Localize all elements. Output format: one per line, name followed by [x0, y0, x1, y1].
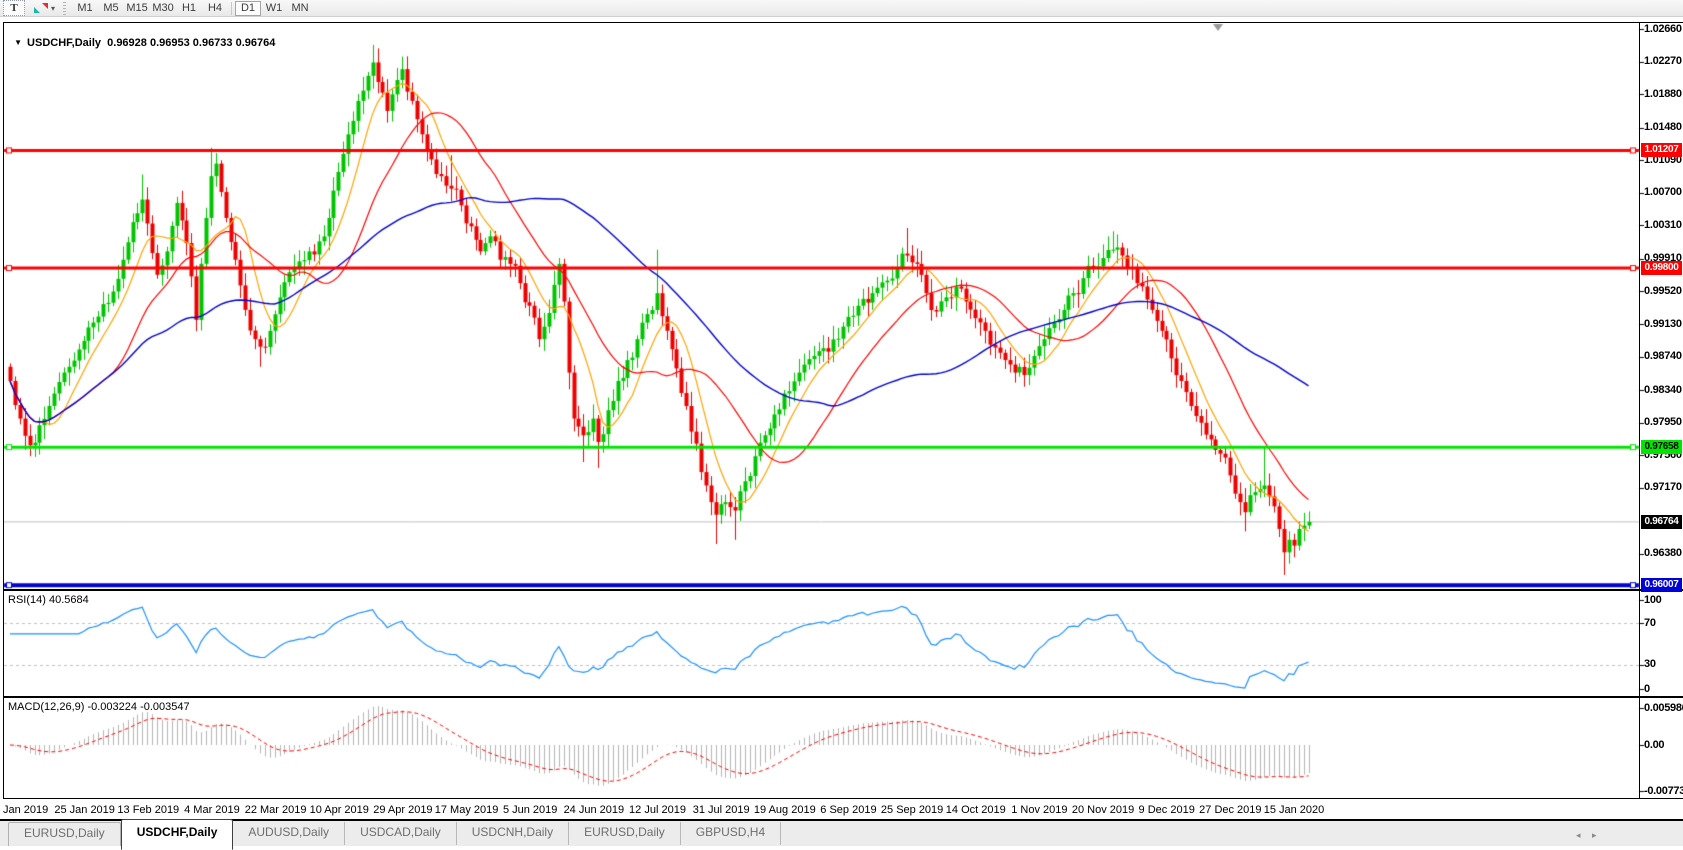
price-tick-label: 1.00700 [1644, 186, 1682, 199]
price-tick-label: 1.00310 [1644, 218, 1682, 231]
tab-audusd-daily[interactable]: AUDUSD,Daily [233, 822, 346, 845]
rsi-indicator-label: RSI(14) 40.5684 [8, 594, 89, 606]
chart-frame-left [3, 22, 4, 799]
macd-axis-label: 0.005986 [1644, 701, 1683, 714]
resistance-lower-price-tag[interactable]: 0.99800 [1641, 261, 1682, 276]
tab-gbpusd-h4[interactable]: GBPUSD,H4 [681, 822, 782, 845]
date-label: 17 May 2019 [434, 804, 499, 816]
date-label: 22 Mar 2019 [244, 804, 307, 816]
price-tick-label: 1.02660 [1644, 22, 1682, 35]
support-green-price-tag[interactable]: 0.97658 [1641, 440, 1682, 455]
date-label: 4 Mar 2019 [184, 804, 240, 816]
date-label: 9 Dec 2019 [1138, 804, 1195, 816]
date-label: 1 Nov 2019 [1011, 804, 1068, 816]
tabbar-top-border [0, 819, 1683, 821]
date-label: 25 Sep 2019 [880, 804, 944, 816]
rsi-axis-label: 30 [1644, 658, 1656, 671]
rsi-axis-label: 0 [1644, 682, 1650, 695]
price-tick-label: 1.02270 [1644, 55, 1682, 68]
collapse-triangle-icon[interactable]: ▼ [14, 38, 23, 47]
chart-title[interactable]: ▼ USDCHF,Daily 0.96928 0.96953 0.96733 0.… [8, 25, 275, 49]
date-label: 29 Apr 2019 [373, 804, 433, 816]
date-label: 6 Sep 2019 [820, 804, 877, 816]
support-blue-price-tag[interactable]: 0.96007 [1641, 578, 1682, 593]
chart-ohlc-values: 0.96928 0.96953 0.96733 0.96764 [107, 37, 276, 49]
tab-usdchf-daily[interactable]: USDCHF,Daily [120, 819, 234, 850]
macd-axis-label: -0.007737 [1644, 784, 1683, 797]
current-price-tag: 0.96764 [1641, 514, 1682, 529]
rsi-macd-separator[interactable] [3, 696, 1683, 698]
price-tick-label: 0.98340 [1644, 383, 1682, 396]
axis-separator [1639, 22, 1640, 799]
main-rsi-separator[interactable] [3, 589, 1683, 591]
date-label: 13 Feb 2019 [117, 804, 180, 816]
price-tick-label: 1.01880 [1644, 87, 1682, 100]
tab-eurusd-daily[interactable]: EURUSD,Daily [569, 822, 681, 845]
date-label: 27 Dec 2019 [1199, 804, 1262, 816]
price-tick-label: 0.98740 [1644, 350, 1682, 363]
date-label: 14 Oct 2019 [945, 804, 1006, 816]
date-label: 25 Jan 2019 [54, 804, 115, 816]
resistance-upper-price-tag[interactable]: 1.01207 [1641, 143, 1682, 158]
rsi-axis-label: 70 [1644, 616, 1656, 629]
date-label: 20 Nov 2019 [1071, 804, 1135, 816]
date-label: 24 Jun 2019 [563, 804, 625, 816]
tab-eurusd-daily[interactable]: EURUSD,Daily [8, 822, 121, 846]
date-label: 5 Jun 2019 [502, 804, 558, 816]
tab-scroll-right-icon[interactable]: ▸ [1592, 830, 1597, 840]
date-label: 15 Jan 2020 [1263, 804, 1325, 816]
chart-frame-bottom [3, 798, 1683, 799]
macd-axis-label: 0.00 [1644, 738, 1665, 751]
date-label: 10 Apr 2019 [309, 804, 369, 816]
chart-frame-top [3, 22, 1683, 23]
rsi-axis-label: 100 [1644, 593, 1662, 606]
chart-symbol: USDCHF,Daily [27, 37, 102, 49]
date-label: 12 Jul 2019 [629, 804, 686, 816]
price-tick-label: 0.97170 [1644, 481, 1682, 494]
price-tick-label: 0.96380 [1644, 547, 1682, 560]
chart-tab-bar: EURUSD,Daily USDCHF,Daily AUDUSD,Daily USDC… [0, 819, 1683, 850]
price-tick-label: 1.01480 [1644, 121, 1682, 134]
tab-usdcad-daily[interactable]: USDCAD,Daily [345, 822, 457, 845]
price-tick-label: 0.99520 [1644, 284, 1682, 297]
tab-usdcnh-daily[interactable]: USDCNH,Daily [457, 822, 570, 845]
date-label: 31 Jul 2019 [692, 804, 750, 816]
date-label: 7 Jan 2019 [0, 804, 49, 816]
macd-indicator-label: MACD(12,26,9) -0.003224 -0.003547 [8, 701, 190, 713]
tab-scroll-left-icon[interactable]: ◂ [1576, 830, 1581, 840]
date-label: 19 Aug 2019 [753, 804, 816, 816]
price-tick-label: 0.97950 [1644, 416, 1682, 429]
price-tick-label: 0.99130 [1644, 317, 1682, 330]
